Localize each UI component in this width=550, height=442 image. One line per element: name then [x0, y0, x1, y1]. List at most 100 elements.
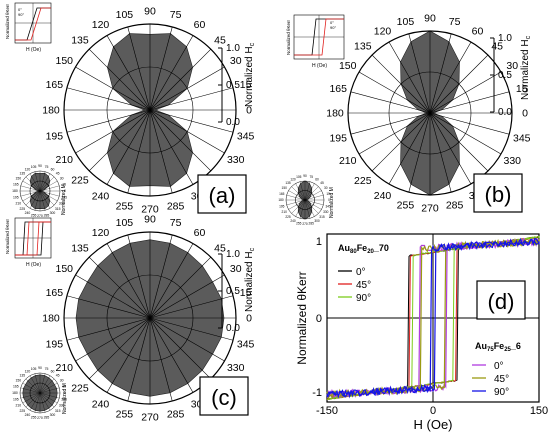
angle-label-240: 240 — [92, 398, 110, 410]
angle-label-210: 210 — [282, 210, 288, 214]
hc-tick-a-0: 0.0 — [226, 117, 240, 128]
angle-label-45: 45 — [491, 40, 503, 52]
angle-label-105: 105 — [116, 217, 134, 229]
y-tick-0: 0 — [316, 313, 322, 325]
angle-label-60: 60 — [194, 19, 206, 31]
angle-label-180: 180 — [12, 189, 18, 193]
angle-label-15: 15 — [62, 385, 66, 389]
polar-ring — [63, 231, 237, 405]
angle-label-255: 255 — [31, 213, 37, 217]
angle-label-255: 255 — [31, 415, 37, 419]
inset-xlabel-a: H (Oe) — [26, 47, 41, 53]
angle-label-270: 270 — [421, 203, 439, 215]
legend1-90: 90° — [356, 293, 371, 304]
angle-label-120: 120 — [92, 227, 110, 239]
inset-xlabel-c: H (Oe) — [26, 262, 41, 268]
angle-label-0: 0 — [64, 391, 66, 395]
y-tick-neg1: -1 — [312, 387, 322, 399]
legend2-0: 0° — [494, 361, 504, 372]
angle-label-165: 165 — [46, 287, 64, 299]
angle-label-210: 210 — [55, 154, 73, 166]
y-axis-label-d: Normalized θKerr — [295, 271, 309, 364]
angle-label-135: 135 — [71, 35, 89, 47]
angle-label-255: 255 — [116, 200, 134, 212]
angle-label-90: 90 — [38, 366, 42, 370]
angle-label-195: 195 — [46, 130, 64, 142]
inset-ylabel-b: Normalized θKerr — [286, 19, 291, 55]
hc-tick-a-1: 1.0 — [226, 43, 240, 54]
angle-label-105: 105 — [397, 16, 415, 28]
angle-label-15: 15 — [326, 192, 330, 196]
legend2-90: 90° — [494, 387, 509, 398]
angle-label-60: 60 — [194, 227, 206, 239]
angle-label-270: 270 — [141, 204, 159, 216]
panel-b: 0153045607590105120135150165180195210225… — [278, 13, 532, 226]
angle-label-120: 120 — [374, 25, 392, 37]
angle-label-225: 225 — [354, 175, 372, 187]
angle-label-75: 75 — [45, 165, 49, 169]
angle-label-30: 30 — [230, 263, 242, 275]
panel-a: 0153045607590105120135150165180195210225… — [5, 2, 256, 218]
angle-label-105: 105 — [116, 9, 134, 21]
angle-label-300: 300 — [50, 413, 56, 417]
inset-legend-b90: 90° — [330, 25, 336, 30]
legend-1: Au80Fe20_70 0° 45° 90° — [338, 243, 389, 304]
angle-label-135: 135 — [71, 243, 89, 255]
angle-label-195: 195 — [13, 398, 19, 402]
angle-label-180: 180 — [326, 108, 344, 120]
hysteresis-loop-4 — [326, 237, 540, 400]
angle-label-75: 75 — [309, 175, 313, 179]
angle-label-330: 330 — [323, 210, 329, 214]
angle-label-195: 195 — [279, 204, 285, 208]
panel-label-d-box: (d) — [476, 280, 526, 320]
hc-axis-c: 1.0 0.5 0.0 Normalized Hc — [218, 247, 256, 334]
d-yticks: 1 0 -1 — [312, 236, 322, 399]
angle-label-225: 225 — [19, 207, 25, 211]
panel-c: 0153045607590105120135150165180195210225… — [5, 214, 256, 424]
inset-xlabel-b: H (Oe) — [312, 63, 327, 69]
x-tick-150: 150 — [530, 405, 548, 417]
angle-label-60: 60 — [315, 177, 319, 181]
angle-label-345: 345 — [326, 204, 332, 208]
angle-label-330: 330 — [504, 155, 522, 167]
polar-ring — [295, 190, 315, 210]
polar-ring — [347, 30, 513, 196]
angle-label-30: 30 — [60, 177, 64, 181]
hysteresis-loop-5 — [326, 237, 540, 399]
hysteresis-curves-d — [326, 235, 540, 401]
angle-label-0: 0 — [64, 189, 66, 193]
angle-label-150: 150 — [55, 55, 73, 67]
inset-ylabel-a: Normalized θKerr — [5, 3, 10, 39]
angle-label-165: 165 — [46, 79, 64, 91]
legend1-0: 0° — [356, 267, 366, 278]
angle-label-225: 225 — [285, 215, 291, 219]
hc-tick-c-1: 1.0 — [226, 249, 240, 260]
angle-label-285: 285 — [167, 200, 185, 212]
polar-ring — [19, 170, 61, 212]
angle-label-345: 345 — [237, 338, 255, 350]
polar-plot-c: 0153045607590105120135150165180195210225… — [42, 214, 254, 424]
angle-label-60: 60 — [472, 25, 484, 37]
angle-label-345: 345 — [61, 196, 67, 200]
angle-label-165: 165 — [13, 183, 19, 187]
angle-label-345: 345 — [237, 130, 255, 142]
inset-m-label-a: Normalized M — [61, 184, 67, 215]
angle-label-315: 315 — [55, 409, 61, 413]
d-xticks: -150 0 150 — [316, 405, 548, 417]
angle-label-0: 0 — [522, 108, 528, 120]
angle-label-240: 240 — [25, 413, 31, 417]
angle-label-300: 300 — [314, 219, 320, 223]
angle-label-195: 195 — [329, 132, 347, 144]
angle-label-225: 225 — [71, 175, 89, 187]
angle-label-255: 255 — [397, 199, 415, 211]
polar-ring — [63, 23, 237, 197]
angle-label-0: 0 — [328, 198, 330, 202]
angle-label-180: 180 — [42, 105, 60, 117]
angle-label-285: 285 — [446, 199, 464, 211]
hc-tick-b-0: 0.0 — [498, 107, 512, 118]
angle-label-15: 15 — [516, 83, 528, 95]
angle-label-345: 345 — [513, 132, 531, 144]
angle-label-330: 330 — [227, 362, 245, 374]
angle-label-330: 330 — [59, 404, 65, 408]
